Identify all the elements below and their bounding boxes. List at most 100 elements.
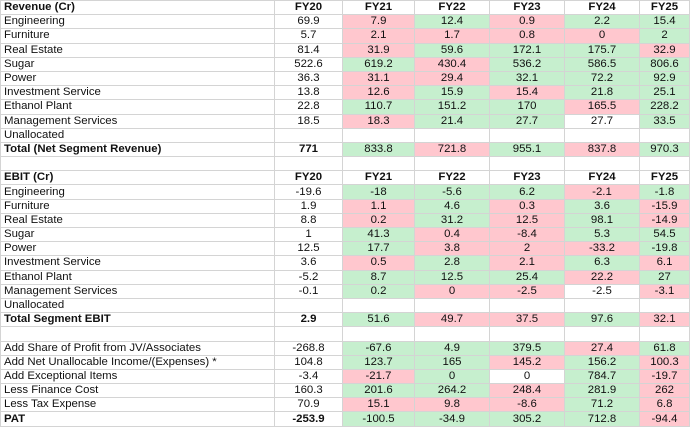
- value-cell: -3.4: [274, 368, 343, 385]
- value-cell: 12.6: [342, 85, 415, 101]
- value-cell: 2.9: [274, 312, 343, 328]
- value-cell: 31.1: [342, 70, 415, 87]
- empty-cell: [0, 156, 275, 172]
- value-cell: 970.3: [639, 141, 690, 158]
- row-label: PAT: [0, 411, 275, 427]
- value-cell: 98.1: [564, 212, 640, 229]
- value-cell: 15.4: [489, 85, 565, 101]
- column-header: FY22: [414, 0, 490, 16]
- table-row: Unallocated: [0, 127, 690, 143]
- value-cell: 27: [639, 269, 690, 285]
- value-cell: -2.5: [489, 283, 565, 299]
- value-cell: 15.9: [414, 85, 490, 101]
- table-row: Unallocated: [0, 297, 690, 314]
- value-cell: 0: [414, 368, 490, 385]
- value-cell: 4.6: [414, 198, 490, 214]
- value-cell: 31.2: [414, 212, 490, 229]
- value-cell: 281.9: [564, 383, 640, 399]
- row-label: Real Estate: [0, 212, 275, 229]
- column-header: FY20: [274, 0, 343, 16]
- row-label: Add Net Unallocable Income/(Expenses) *: [0, 354, 275, 370]
- value-cell: 32.9: [639, 42, 690, 58]
- value-cell: 0.4: [414, 226, 490, 243]
- column-header: FY23: [489, 170, 565, 186]
- column-header: FY25: [639, 170, 690, 186]
- value-cell: 71.2: [564, 397, 640, 413]
- value-cell: 15.4: [639, 14, 690, 30]
- value-cell: 833.8: [342, 141, 415, 158]
- table-row: Management Services 18.5 18.3 21.4 27.7 27.7 3…: [0, 113, 690, 129]
- value-cell: 175.7: [564, 42, 640, 58]
- column-header: FY20: [274, 170, 343, 186]
- value-cell: 2: [639, 28, 690, 44]
- table-row: Less Finance Cost 160.3 201.6 264.2 248.4 281…: [0, 383, 690, 399]
- value-cell: [489, 127, 565, 143]
- value-cell: [489, 297, 565, 314]
- value-cell: 0.2: [342, 212, 415, 229]
- spacer-row: [0, 156, 690, 172]
- value-cell: 0: [489, 368, 565, 385]
- value-cell: 0.2: [342, 283, 415, 299]
- value-cell: 12.4: [414, 14, 490, 30]
- value-cell: 1.1: [342, 198, 415, 214]
- value-cell: 6.2: [489, 184, 565, 200]
- section-header-row: EBIT (Cr) FY20 FY21 FY22 FY23 FY24 FY25: [0, 170, 690, 186]
- row-label: Less Tax Expense: [0, 397, 275, 413]
- row-label: Furniture: [0, 28, 275, 44]
- value-cell: 9.8: [414, 397, 490, 413]
- value-cell: 586.5: [564, 56, 640, 72]
- value-cell: -15.9: [639, 198, 690, 214]
- table-row: Investment Service 13.8 12.6 15.9 15.4 21.8 25…: [0, 85, 690, 101]
- value-cell: 784.7: [564, 368, 640, 385]
- value-cell: 100.3: [639, 354, 690, 370]
- value-cell: 31.9: [342, 42, 415, 58]
- row-label: Engineering: [0, 14, 275, 30]
- value-cell: 771: [274, 141, 343, 158]
- value-cell: 3.6: [274, 255, 343, 271]
- value-cell: 6.8: [639, 397, 690, 413]
- value-cell: 0.3: [489, 198, 565, 214]
- value-cell: 2.1: [489, 255, 565, 271]
- value-cell: 18.5: [274, 113, 343, 129]
- value-cell: 69.9: [274, 14, 343, 30]
- table-row: Add Share of Profit from JV/Associates -2…: [0, 340, 690, 356]
- value-cell: [639, 127, 690, 143]
- value-cell: 165: [414, 354, 490, 370]
- value-cell: 18.3: [342, 113, 415, 129]
- value-cell: 712.8: [564, 411, 640, 427]
- empty-cell: [342, 156, 415, 172]
- row-label: Less Finance Cost: [0, 383, 275, 399]
- value-cell: -100.5: [342, 411, 415, 427]
- empty-cell: [564, 326, 640, 342]
- empty-cell: [489, 156, 565, 172]
- value-cell: 379.5: [489, 340, 565, 356]
- value-cell: -19.8: [639, 241, 690, 257]
- row-label: Power: [0, 70, 275, 87]
- value-cell: -33.2: [564, 241, 640, 257]
- column-header: FY21: [342, 0, 415, 16]
- empty-cell: [639, 156, 690, 172]
- value-cell: 5.7: [274, 28, 343, 44]
- empty-cell: [0, 326, 275, 342]
- column-header: FY25: [639, 0, 690, 16]
- value-cell: 0: [564, 28, 640, 44]
- value-cell: -5.6: [414, 184, 490, 200]
- value-cell: [639, 297, 690, 314]
- value-cell: [342, 297, 415, 314]
- value-cell: 430.4: [414, 56, 490, 72]
- value-cell: 54.5: [639, 226, 690, 243]
- section-title: Revenue (Cr): [0, 0, 275, 16]
- value-cell: 0.8: [489, 28, 565, 44]
- value-cell: 110.7: [342, 99, 415, 115]
- value-cell: 522.6: [274, 56, 343, 72]
- value-cell: 0.9: [489, 14, 565, 30]
- value-cell: 1.9: [274, 198, 343, 214]
- empty-cell: [274, 326, 343, 342]
- row-label: Add Share of Profit from JV/Associates: [0, 340, 275, 356]
- value-cell: 837.8: [564, 141, 640, 158]
- value-cell: 3.8: [414, 241, 490, 257]
- table-row: Investment Service 3.6 0.5 2.8 2.1 6.3 6.1: [0, 255, 690, 271]
- value-cell: 25.1: [639, 85, 690, 101]
